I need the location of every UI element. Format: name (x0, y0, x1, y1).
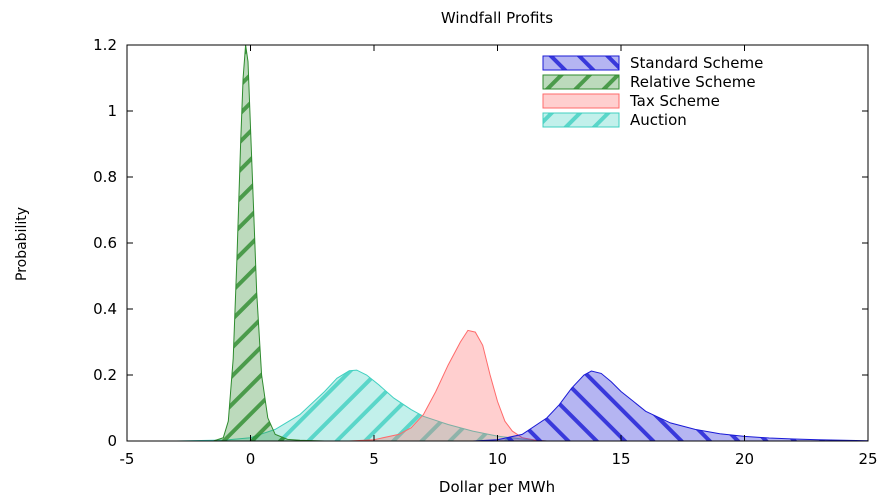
legend-swatch-border (542, 93, 620, 109)
chart-title: Windfall Profits (441, 9, 553, 27)
series-relative-scheme (213, 44, 325, 442)
x-tick-label: -5 (120, 450, 135, 468)
x-tick-label: 10 (488, 450, 507, 468)
legend-label: Tax Scheme (629, 92, 720, 110)
legend-swatch-hatch (543, 75, 619, 89)
y-tick-label: 0.4 (93, 300, 117, 318)
x-tick-label: 5 (369, 450, 379, 468)
area-fill-tax-scheme (349, 330, 547, 441)
x-tick-label: 25 (858, 450, 877, 468)
legend-swatch-border (542, 74, 620, 90)
area-outline-auction (176, 369, 547, 442)
area-hatch-relative-scheme (213, 45, 325, 441)
legend-entry-auction: Auction (542, 111, 687, 129)
y-tick-label: 1.2 (93, 36, 117, 54)
y-tick-label: 0 (107, 432, 117, 450)
area-hatch-auction (176, 370, 547, 441)
legend-entry-relative-scheme: Relative Scheme (542, 73, 756, 91)
legend-label: Standard Scheme (630, 54, 763, 72)
y-tick-label: 0.2 (93, 366, 117, 384)
area-fill-relative-scheme (213, 45, 325, 441)
series-standard-scheme (472, 370, 869, 442)
legend-swatch-border (542, 55, 620, 71)
area-hatch-standard-scheme (472, 371, 868, 441)
y-tick-label: 1 (107, 102, 117, 120)
legend-label: Relative Scheme (630, 73, 756, 91)
legend-entry-tax-scheme: Tax Scheme (542, 92, 720, 110)
series-areas (176, 44, 869, 442)
legend-swatch (543, 94, 619, 108)
x-tick-label: 20 (735, 450, 754, 468)
y-axis-label: Probability (14, 207, 30, 281)
area-outline-standard-scheme (472, 370, 869, 442)
area-outline-relative-scheme (213, 44, 325, 442)
series-auction (176, 369, 547, 442)
x-tick-label: 0 (246, 450, 256, 468)
legend-label: Auction (630, 111, 687, 129)
legend-entry-standard-scheme: Standard Scheme (542, 54, 763, 72)
y-tick-label: 0.8 (93, 168, 117, 186)
x-tick-label: 15 (611, 450, 630, 468)
x-axis-label: Dollar per MWh (439, 478, 555, 496)
legend-swatch-border (542, 112, 620, 128)
legend-swatch-hatch (543, 113, 619, 127)
legend-swatch-hatch (543, 56, 619, 70)
y-tick-label: 0.6 (93, 234, 117, 252)
